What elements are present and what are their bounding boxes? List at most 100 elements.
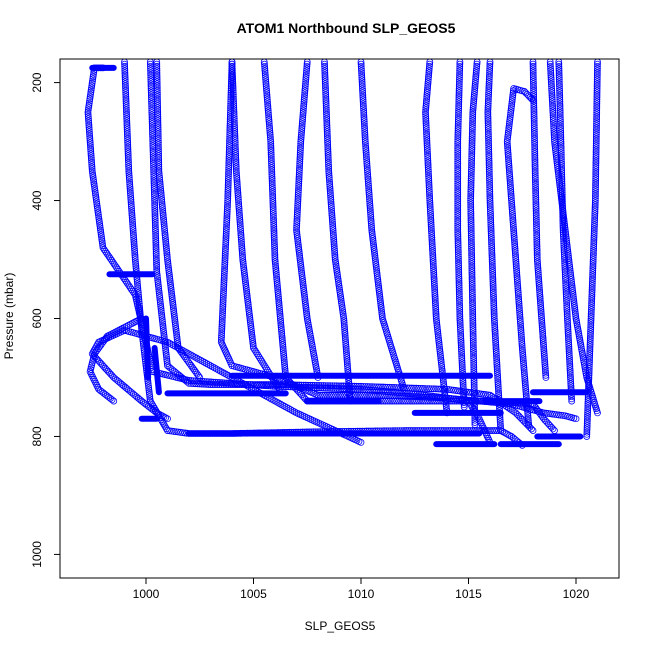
- data-point: [425, 181, 433, 189]
- data-point: [224, 179, 232, 187]
- data-point: [301, 89, 309, 97]
- data-point: [556, 93, 564, 101]
- data-point: [494, 374, 502, 382]
- data-point: [363, 164, 371, 172]
- data-point: [388, 383, 396, 391]
- data-point: [125, 172, 133, 179]
- y-tick-label: 400: [30, 190, 44, 210]
- data-point: [322, 104, 330, 112]
- data-point: [98, 233, 105, 241]
- data-point: [399, 392, 406, 400]
- data-point: [488, 260, 496, 268]
- data-point: [515, 304, 523, 312]
- data-point: [171, 314, 178, 322]
- data-point: [370, 387, 378, 394]
- data-point: [455, 78, 463, 86]
- data-point: [154, 278, 162, 286]
- data-point: [429, 249, 437, 257]
- data-point: [433, 323, 441, 331]
- data-point: [592, 146, 600, 154]
- data-point: [235, 209, 243, 217]
- data-point: [322, 91, 330, 99]
- data-point: [275, 399, 283, 407]
- data-point: [156, 296, 164, 304]
- data-point: [572, 310, 579, 318]
- data-point: [224, 199, 232, 207]
- data-point: [322, 106, 330, 114]
- data-point: [529, 69, 537, 77]
- data-point: [256, 381, 263, 388]
- data-point: [224, 381, 232, 388]
- data-point: [520, 368, 528, 376]
- data-point: [245, 307, 253, 315]
- data-point: [456, 69, 464, 77]
- data-point: [486, 177, 493, 185]
- data-point: [424, 168, 432, 176]
- data-point: [397, 397, 405, 405]
- data-point: [260, 361, 268, 369]
- data-point: [370, 246, 378, 253]
- data-point: [424, 84, 431, 92]
- data-point: [454, 189, 462, 196]
- data-point: [271, 240, 278, 248]
- data-point: [487, 223, 495, 231]
- data-point: [593, 115, 601, 123]
- data-point: [340, 317, 348, 325]
- data-point: [425, 73, 432, 81]
- data-point: [540, 350, 548, 357]
- data-point: [533, 251, 541, 259]
- data-point: [454, 242, 462, 249]
- data-point: [222, 381, 230, 388]
- data-point: [457, 326, 464, 333]
- data-point: [524, 412, 532, 420]
- data-point: [242, 279, 250, 287]
- data-point: [85, 119, 93, 127]
- data-point: [230, 117, 238, 125]
- data-point: [433, 319, 441, 327]
- data-point: [325, 161, 332, 168]
- data-point: [589, 253, 597, 261]
- data-point: [593, 89, 601, 97]
- data-point: [487, 216, 495, 224]
- data-point: [427, 214, 435, 222]
- data-point: [162, 346, 170, 354]
- data-point: [425, 65, 433, 72]
- data-point: [366, 200, 374, 207]
- data-point: [158, 200, 166, 208]
- data-point: [289, 407, 296, 415]
- data-point: [230, 115, 238, 123]
- data-point: [456, 76, 463, 84]
- data-point: [264, 104, 272, 112]
- data-point: [589, 271, 597, 279]
- data-point: [440, 378, 447, 386]
- data-point: [568, 284, 576, 292]
- data-point: [531, 167, 539, 175]
- data-point: [422, 104, 430, 112]
- data-point: [534, 262, 542, 270]
- data-point: [505, 122, 513, 130]
- data-point: [311, 381, 319, 389]
- data-point: [471, 416, 479, 424]
- data-point: [509, 434, 517, 442]
- data-point: [488, 256, 496, 263]
- data-point: [590, 232, 598, 239]
- data-point: [427, 218, 435, 226]
- data-point: [469, 106, 477, 114]
- data-point: [485, 75, 493, 83]
- data-point: [448, 397, 456, 405]
- data-point: [171, 316, 179, 324]
- data-point: [129, 229, 137, 237]
- data-point: [468, 253, 476, 261]
- data-point: [506, 405, 514, 413]
- data-point: [130, 231, 137, 239]
- data-point: [508, 205, 516, 213]
- data-point: [248, 333, 256, 341]
- data-point: [124, 154, 132, 162]
- data-point: [271, 378, 279, 386]
- data-point: [453, 397, 461, 405]
- data-point: [485, 82, 493, 90]
- data-point: [562, 292, 570, 300]
- data-point: [322, 93, 330, 101]
- data-point: [336, 288, 344, 296]
- data-point: [468, 269, 476, 277]
